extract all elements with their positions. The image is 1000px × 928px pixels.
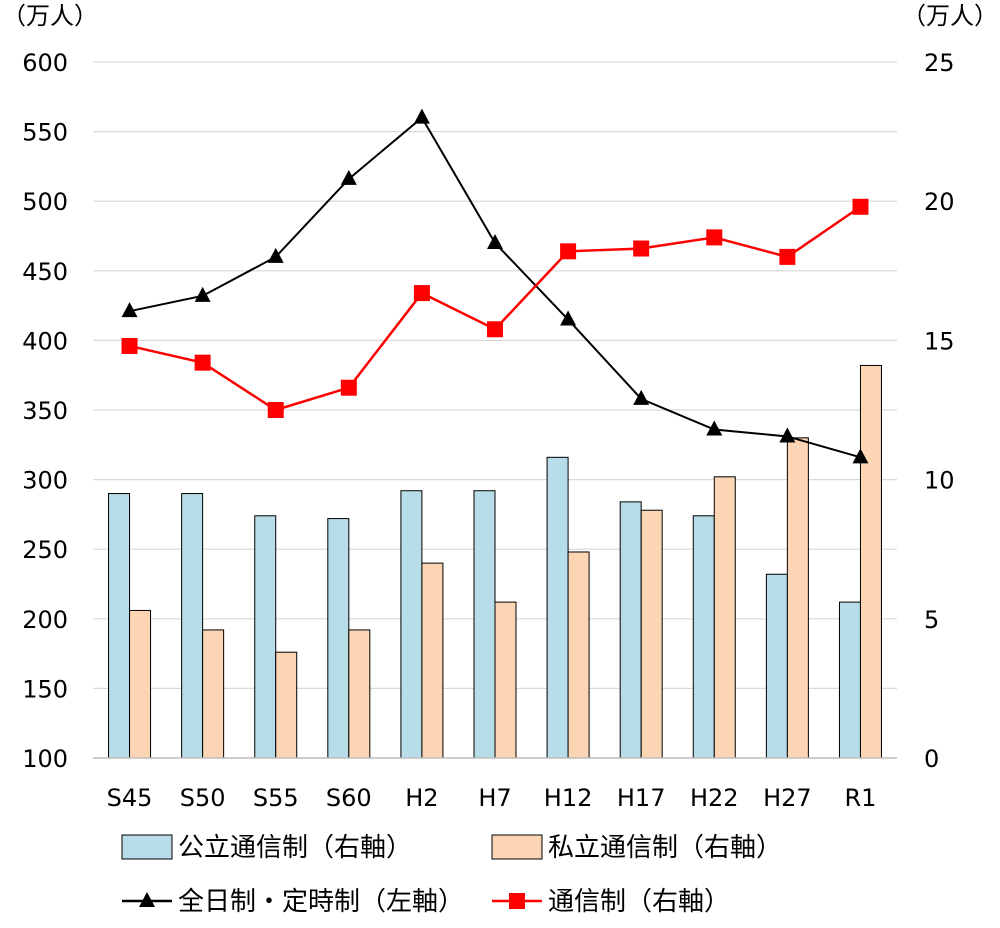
bar bbox=[473, 490, 496, 759]
data-point-square bbox=[340, 379, 357, 396]
bar bbox=[275, 651, 298, 759]
left-axis-tick-label: 350 bbox=[22, 397, 68, 425]
left-axis-unit: （万人） bbox=[2, 2, 98, 30]
bar bbox=[640, 509, 663, 759]
left-axis-tick-label: 600 bbox=[22, 49, 68, 77]
bar bbox=[108, 493, 131, 759]
bar bbox=[181, 493, 204, 759]
x-axis-tick-label: S50 bbox=[180, 784, 226, 812]
bar bbox=[619, 501, 642, 759]
data-point-triangle bbox=[633, 389, 650, 405]
legend-swatch bbox=[121, 834, 173, 860]
gridlines bbox=[93, 61, 897, 759]
right-axis-unit: （万人） bbox=[902, 2, 998, 30]
data-point-square bbox=[487, 321, 503, 338]
left-axis-tick-label: 550 bbox=[22, 119, 68, 147]
right-axis-tick-label: 0 bbox=[924, 745, 939, 773]
data-point-square bbox=[267, 402, 284, 418]
bar bbox=[692, 515, 715, 759]
legend-label: 全日制・定時制（左軸） bbox=[178, 887, 464, 917]
left-axis-tick-label: 450 bbox=[22, 258, 68, 286]
legend-marker-square bbox=[509, 893, 525, 909]
data-point-triangle bbox=[340, 169, 357, 185]
left-axis-tick-label: 100 bbox=[22, 745, 68, 773]
x-axis-tick-label: H17 bbox=[617, 784, 666, 812]
right-axis-tick-label: 25 bbox=[924, 49, 955, 77]
left-axis-tick-label: 150 bbox=[22, 675, 68, 703]
data-point-triangle bbox=[194, 286, 211, 302]
right-axis-tick-label: 20 bbox=[924, 188, 955, 216]
left-axis-tick-label: 500 bbox=[22, 188, 68, 216]
x-axis-tick-label: H27 bbox=[763, 784, 812, 812]
right-axis-tick-label: 10 bbox=[924, 467, 955, 495]
data-point-square bbox=[194, 354, 211, 371]
left-axis-tick-label: 250 bbox=[22, 536, 68, 564]
data-point-triangle bbox=[121, 302, 138, 318]
legend-label: 公立通信制（右軸） bbox=[178, 833, 412, 863]
data-point-triangle bbox=[706, 420, 723, 436]
bar bbox=[202, 629, 225, 759]
bar bbox=[838, 601, 861, 759]
right-axis-tick-label: 5 bbox=[924, 606, 939, 634]
bar bbox=[786, 437, 809, 759]
data-point-triangle bbox=[779, 427, 796, 443]
data-point-triangle bbox=[413, 108, 430, 124]
bars bbox=[108, 364, 882, 759]
legend-label: 通信制（右軸） bbox=[548, 887, 730, 917]
lines bbox=[121, 108, 869, 464]
left-axis-tick-label: 200 bbox=[22, 606, 68, 634]
legend-marker-triangle bbox=[139, 892, 155, 907]
data-point-square bbox=[633, 240, 650, 257]
data-point-triangle bbox=[487, 233, 503, 249]
data-point-square bbox=[779, 248, 796, 265]
legend-label: 私立通信制（右軸） bbox=[548, 833, 782, 863]
data-point-square bbox=[852, 198, 869, 215]
x-axis-tick-label: S55 bbox=[253, 784, 299, 812]
bar bbox=[400, 490, 423, 759]
bar bbox=[254, 515, 277, 759]
legend: 公立通信制（右軸） 私立通信制（右軸） 全日制・定時制（左軸） 通信制（右軸） bbox=[121, 833, 782, 917]
data-point-square bbox=[121, 337, 138, 354]
legend-swatch bbox=[491, 834, 543, 860]
bar bbox=[567, 551, 590, 759]
x-axis-tick-label: H12 bbox=[544, 784, 593, 812]
bar bbox=[859, 364, 882, 759]
x-axis-tick-label: S45 bbox=[107, 784, 153, 812]
bar bbox=[348, 629, 371, 759]
x-axis-tick-label: H2 bbox=[405, 784, 438, 812]
right-axis-tick-label: 15 bbox=[924, 327, 955, 355]
data-point-square bbox=[560, 243, 577, 260]
bar bbox=[546, 456, 569, 759]
left-axis-tick-label: 300 bbox=[22, 467, 68, 495]
bar bbox=[421, 562, 444, 759]
bar bbox=[494, 601, 517, 759]
data-point-square bbox=[706, 229, 723, 246]
axes: （万人） （万人） 100150200250300350400450500550… bbox=[2, 2, 998, 812]
data-point-square bbox=[413, 285, 430, 302]
x-axis-tick-label: H22 bbox=[690, 784, 739, 812]
x-axis-tick-label: R1 bbox=[844, 784, 876, 812]
data-point-triangle bbox=[267, 247, 284, 263]
series-line bbox=[129, 116, 861, 459]
x-axis-tick-label: S60 bbox=[326, 784, 372, 812]
data-point-triangle bbox=[852, 448, 869, 464]
bar bbox=[765, 573, 788, 759]
data-point-triangle bbox=[560, 310, 577, 326]
bar bbox=[327, 518, 350, 759]
left-axis-tick-label: 400 bbox=[22, 327, 68, 355]
bar bbox=[713, 476, 736, 759]
bar bbox=[129, 609, 152, 759]
x-axis-tick-label: H7 bbox=[478, 784, 511, 812]
